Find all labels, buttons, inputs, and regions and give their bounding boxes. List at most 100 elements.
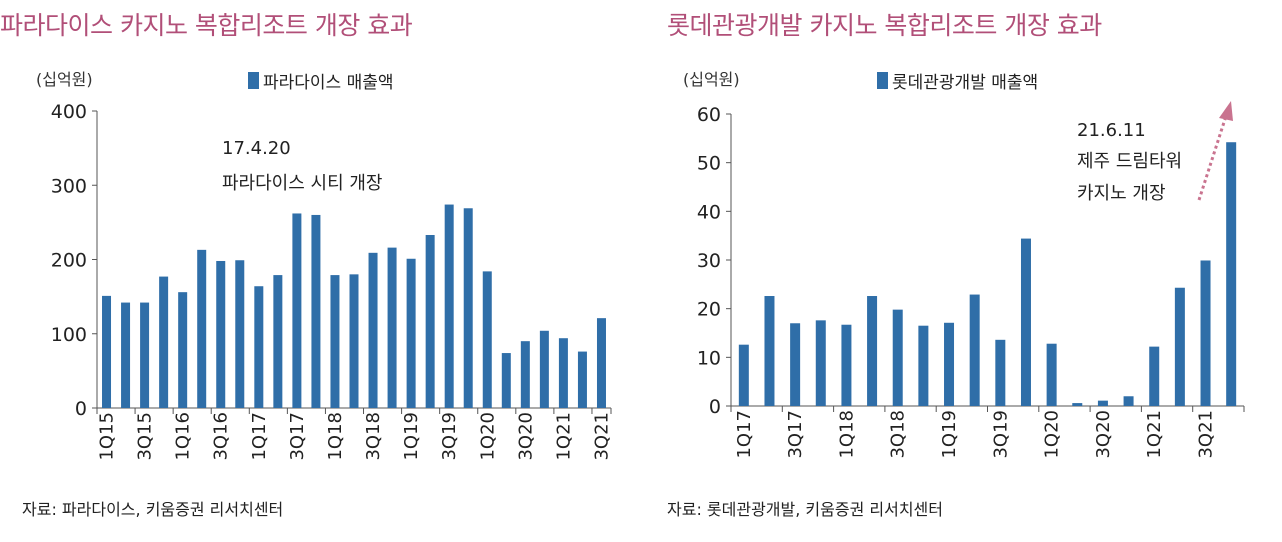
left-bar (254, 286, 264, 408)
left-bar (178, 292, 188, 408)
left-bar (501, 353, 511, 408)
left-bar-chart: 0 100 200 300 400 1Q15 3Q15 1Q16 3Q16 1Q17 3Q17 1Q1… (51, 101, 613, 461)
left-bar (292, 213, 302, 408)
right-xtick-label: 3Q21 (1196, 410, 1217, 459)
right-bar (738, 344, 749, 406)
left-bar (121, 302, 131, 408)
right-annotation-arrowhead (1219, 101, 1233, 121)
left-xtick-label: 1Q21 (553, 412, 574, 461)
left-xtick-label: 1Q19 (401, 412, 422, 461)
right-xtick-label: 1Q19 (939, 410, 960, 459)
right-bar-chart: 0 10 20 30 40 50 60 1Q17 3Q17 1Q18 3Q18 1Q19 3Q19 1Q2… (697, 101, 1245, 459)
left-xtick-label: 3Q17 (287, 412, 308, 461)
left-xtick-label: 1Q20 (477, 412, 498, 461)
right-bar (995, 339, 1006, 406)
left-bar (273, 275, 283, 408)
right-annotation-arrow (1197, 115, 1228, 201)
left-bar (159, 276, 169, 408)
right-bar (1097, 400, 1108, 406)
right-annotation-date: 21.6.11 (1077, 120, 1146, 141)
right-bar (867, 296, 878, 406)
right-bar (969, 294, 980, 406)
left-legend-label: 파라다이스 매출액 (263, 73, 394, 93)
left-annotation-date: 17.4.20 (222, 138, 291, 159)
left-bar (406, 258, 416, 408)
right-legend-label: 롯데관광개발 매출액 (892, 73, 1039, 93)
left-annotation-text: 파라다이스 시티 개장 (222, 173, 382, 194)
right-chart-panel: 롯데관광개발 카지노 복합리조트 개장 효과 (십억원) 롯데관광개발 매출액 … (641, 0, 1282, 542)
left-bar (425, 234, 435, 408)
right-chart-title: 롯데관광개발 카지노 복합리조트 개장 효과 (667, 11, 1102, 40)
right-xtick-label: 1Q21 (1144, 410, 1165, 459)
right-ytick-label: 20 (697, 299, 721, 321)
left-xtick-label: 3Q19 (439, 412, 460, 461)
left-ytick-label: 0 (75, 398, 87, 420)
left-bar (368, 252, 378, 408)
left-xtick-label: 1Q16 (173, 412, 194, 461)
right-bar (1020, 238, 1031, 406)
right-bar (1226, 142, 1237, 406)
right-xtick-label: 1Q18 (836, 410, 857, 459)
left-bar (330, 275, 340, 408)
left-xtick-label: 3Q21 (591, 412, 612, 461)
right-legend: 롯데관광개발 매출액 (877, 68, 1038, 93)
left-bar (558, 338, 568, 408)
left-bar (482, 271, 492, 408)
left-legend: 파라다이스 매출액 (248, 68, 394, 93)
right-xtick-label: 1Q20 (1042, 410, 1063, 459)
right-bar (1123, 396, 1134, 406)
right-annotation-line1: 제주 드림타워 (1077, 151, 1182, 172)
left-xtick-label: 3Q15 (135, 412, 156, 461)
left-ytick-label: 300 (51, 175, 87, 197)
right-bar (918, 325, 929, 406)
left-bar (577, 351, 587, 408)
right-bar (764, 296, 775, 406)
left-xtick-label: 1Q18 (325, 412, 346, 461)
right-bar (841, 324, 852, 406)
right-xtick-label: 3Q17 (785, 410, 806, 459)
left-bar (463, 208, 473, 408)
right-ytick-label: 50 (697, 153, 721, 175)
left-xtick-label: 1Q17 (249, 412, 270, 461)
right-bar (892, 309, 903, 406)
right-bar (815, 320, 826, 406)
right-xtick-label: 1Q17 (734, 410, 755, 459)
left-bar (102, 295, 112, 408)
left-bar (140, 302, 150, 408)
left-ytick-label: 100 (51, 324, 87, 346)
right-bar (1174, 287, 1185, 406)
left-source-note: 자료: 파라다이스, 키움증권 리서치센터 (22, 500, 284, 519)
right-bar (1046, 343, 1057, 406)
right-xtick-label: 3Q19 (990, 410, 1011, 459)
left-ytick-label: 400 (51, 101, 87, 123)
right-bar (1200, 260, 1211, 406)
left-bar (311, 214, 321, 408)
left-ytick-label: 200 (51, 250, 87, 272)
right-annotation-line2: 카지노 개장 (1077, 183, 1166, 204)
right-ytick-label: 40 (697, 201, 721, 223)
left-bar (387, 247, 397, 408)
left-xtick-label: 1Q15 (97, 412, 118, 461)
right-legend-swatch (877, 72, 888, 89)
right-xtick-label: 3Q18 (888, 410, 909, 459)
right-bar (1149, 346, 1160, 406)
right-bar (790, 323, 801, 406)
left-unit-label: (십억원) (36, 70, 93, 89)
left-bar (444, 204, 454, 408)
right-ytick-label: 30 (697, 250, 721, 272)
left-bar (216, 260, 226, 408)
left-bar (539, 330, 549, 408)
left-bar (197, 249, 207, 408)
right-ytick-label: 10 (697, 347, 721, 369)
left-chart-title: 파라다이스 카지노 복합리조트 개장 효과 (0, 11, 413, 40)
left-bar (520, 341, 530, 408)
right-bar (944, 322, 955, 406)
left-xtick-label: 3Q20 (515, 412, 536, 461)
left-bar (349, 274, 359, 408)
left-xtick-label: 3Q18 (363, 412, 384, 461)
right-unit-label: (십억원) (683, 70, 740, 89)
left-bar (235, 260, 245, 408)
left-bar (596, 318, 606, 408)
right-ytick-label: 60 (697, 104, 721, 126)
